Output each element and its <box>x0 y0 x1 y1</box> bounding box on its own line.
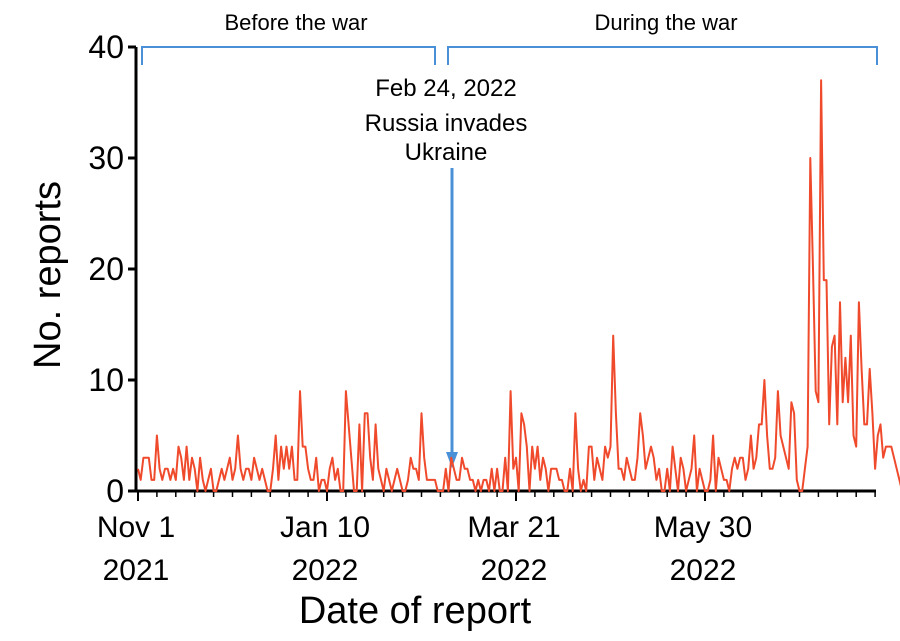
event-annotation: Feb 24, 2022 Russia invades Ukraine <box>365 75 528 468</box>
period-brackets: Before the war During the war <box>141 10 878 65</box>
event-date-label: Feb 24, 2022 <box>375 75 516 102</box>
period-label-before-the-war: Before the war <box>224 10 367 35</box>
x-tick-label: Jan 10 <box>280 511 370 544</box>
x-axis: Nov 1 2021 Jan 10 2022 Mar 21 2022 May 30 2022 <box>97 489 876 587</box>
x-tick-label: Nov 1 <box>97 511 175 544</box>
y-tick-label: 40 <box>88 29 124 65</box>
y-tick-label: 20 <box>88 251 124 287</box>
x-tick-year: 2022 <box>481 554 548 587</box>
x-tick-year: 2022 <box>292 554 359 587</box>
bracket-during-the-war <box>447 46 878 65</box>
y-ticks: 0 10 20 30 40 <box>88 29 136 509</box>
x-minor-ticks <box>137 491 876 497</box>
y-axis: 0 10 20 30 40 <box>88 29 138 509</box>
event-description-line-2: Ukraine <box>405 139 488 166</box>
period-label-during-the-war: During the war <box>594 10 737 35</box>
x-tick-year: 2021 <box>103 554 170 587</box>
reports-series-line <box>137 79 900 492</box>
y-axis-title: No. reports <box>27 181 69 369</box>
x-ticks: Nov 1 2021 Jan 10 2022 Mar 21 2022 May 30 2022 <box>97 491 752 587</box>
x-axis-title: Date of report <box>299 590 532 632</box>
y-tick-label: 30 <box>88 140 124 176</box>
y-tick-label: 0 <box>106 473 124 509</box>
y-tick-label: 10 <box>88 362 124 398</box>
event-description-line-1: Russia invades <box>365 110 528 137</box>
x-tick-label: May 30 <box>654 511 752 544</box>
bracket-before-the-war <box>141 46 436 65</box>
x-tick-year: 2022 <box>670 554 737 587</box>
x-tick-label: Mar 21 <box>467 511 560 544</box>
